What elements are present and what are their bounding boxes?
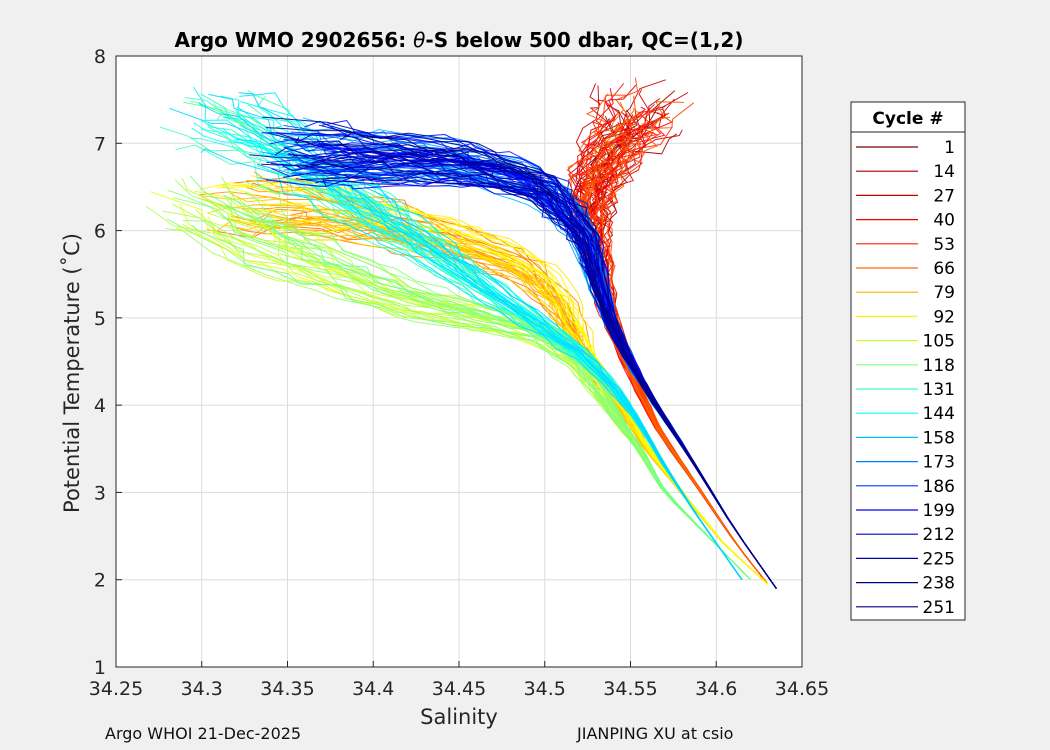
legend-label: 251 bbox=[923, 598, 955, 618]
x-tick-label: 34.55 bbox=[603, 678, 657, 700]
profile-line bbox=[200, 148, 743, 580]
legend-label: 225 bbox=[923, 549, 955, 569]
legend-label: 14 bbox=[933, 162, 955, 182]
legend-label: 238 bbox=[923, 574, 955, 594]
legend-title: Cycle # bbox=[872, 109, 943, 129]
x-tick-label: 34.25 bbox=[89, 678, 143, 700]
x-axis-label: Salinity bbox=[420, 705, 498, 729]
profile-line bbox=[339, 131, 777, 589]
title-theta: θ bbox=[413, 28, 425, 52]
y-tick-label: 7 bbox=[94, 133, 106, 155]
profile-line bbox=[192, 224, 751, 581]
y-tick-label: 3 bbox=[94, 482, 106, 504]
y-tick-label: 6 bbox=[94, 221, 106, 243]
legend-label: 40 bbox=[933, 211, 955, 231]
legend-label: 1 bbox=[944, 138, 955, 158]
x-tick-label: 34.35 bbox=[260, 678, 314, 700]
y-tick-label: 2 bbox=[94, 570, 106, 592]
chart-title: Argo WMO 2902656: θ-S below 500 dbar, QC… bbox=[175, 28, 744, 52]
legend-label: 199 bbox=[923, 501, 955, 521]
y-tick-label: 5 bbox=[94, 308, 106, 330]
profile-lines bbox=[145, 77, 777, 589]
y-axis-label: Potential Temperature (˚C) bbox=[60, 233, 84, 513]
legend-label: 158 bbox=[923, 428, 955, 448]
legend-label: 131 bbox=[923, 380, 955, 400]
legend-entries: 1 14 27 40 53 66 79 92 105 118 131 144 158 173 186 199 2… bbox=[856, 138, 955, 618]
profile-line bbox=[275, 132, 777, 589]
x-tick-label: 34.45 bbox=[432, 678, 486, 700]
title-prefix: Argo WMO 2902656: bbox=[175, 28, 414, 52]
legend-label: 53 bbox=[933, 235, 955, 255]
footer-right: JIANPING XU at csio bbox=[577, 724, 734, 743]
y-tick-label: 1 bbox=[94, 657, 106, 679]
legend-label: 92 bbox=[933, 307, 955, 327]
legend-label: 173 bbox=[923, 453, 955, 473]
title-suffix: -S below 500 dbar, QC=(1,2) bbox=[425, 28, 743, 52]
x-tick-label: 34.65 bbox=[775, 678, 829, 700]
x-tick-label: 34.3 bbox=[181, 678, 223, 700]
x-tick-label: 34.6 bbox=[695, 678, 737, 700]
legend-label: 212 bbox=[923, 525, 955, 545]
legend-label: 105 bbox=[923, 332, 955, 352]
x-tick-label: 34.5 bbox=[524, 678, 566, 700]
profile-line bbox=[172, 197, 751, 581]
y-tick-label: 4 bbox=[94, 395, 106, 417]
legend-label: 79 bbox=[933, 283, 955, 303]
y-tick-label: 8 bbox=[94, 46, 106, 68]
x-tick-label: 34.4 bbox=[352, 678, 394, 700]
axis-ticks: 34.25 34.3 34.35 34.4 34.45 34.5 34.55 34.6 34.6… bbox=[89, 46, 829, 700]
legend: Cycle # 1 14 27 40 53 66 79 92 105 118 131 144 158 17… bbox=[850, 101, 966, 621]
legend-label: 66 bbox=[933, 259, 955, 279]
legend-label: 144 bbox=[923, 404, 955, 424]
legend-label: 118 bbox=[923, 356, 955, 376]
legend-label: 186 bbox=[923, 477, 955, 497]
footer-left: Argo WHOI 21-Dec-2025 bbox=[105, 724, 302, 743]
legend-label: 27 bbox=[933, 186, 955, 206]
profile-line bbox=[265, 127, 777, 589]
